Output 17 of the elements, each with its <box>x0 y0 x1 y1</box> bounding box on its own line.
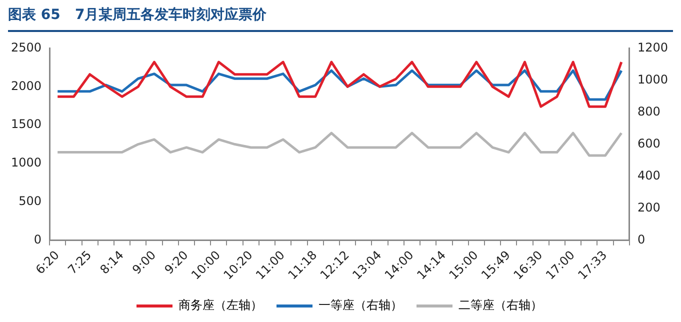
y-tick-label: 1000 <box>10 156 42 170</box>
y2-tick-label: 400 <box>637 168 660 182</box>
y-tick-label: 2500 <box>10 40 42 54</box>
y2-tick-label: 800 <box>637 104 660 118</box>
y2-tick-label: 600 <box>637 136 660 150</box>
y-tick-label: 2000 <box>10 78 42 93</box>
y-tick-label: 0 <box>34 232 42 246</box>
legend-label: 一等座（右轴） <box>318 298 402 312</box>
y-tick-label: 500 <box>18 194 42 208</box>
y2-tick-label: 1000 <box>637 72 668 86</box>
chart-title: 图表 65 7月某周五各发车时刻对应票价 <box>8 6 673 32</box>
y2-tick-label: 0 <box>637 232 646 246</box>
y2-tick-label: 200 <box>637 200 660 214</box>
y2-tick-label: 1200 <box>637 40 668 54</box>
y-tick-label: 1500 <box>10 117 42 132</box>
legend-label: 二等座（右轴） <box>458 298 542 312</box>
legend-label: 商务座（左轴） <box>178 298 262 312</box>
